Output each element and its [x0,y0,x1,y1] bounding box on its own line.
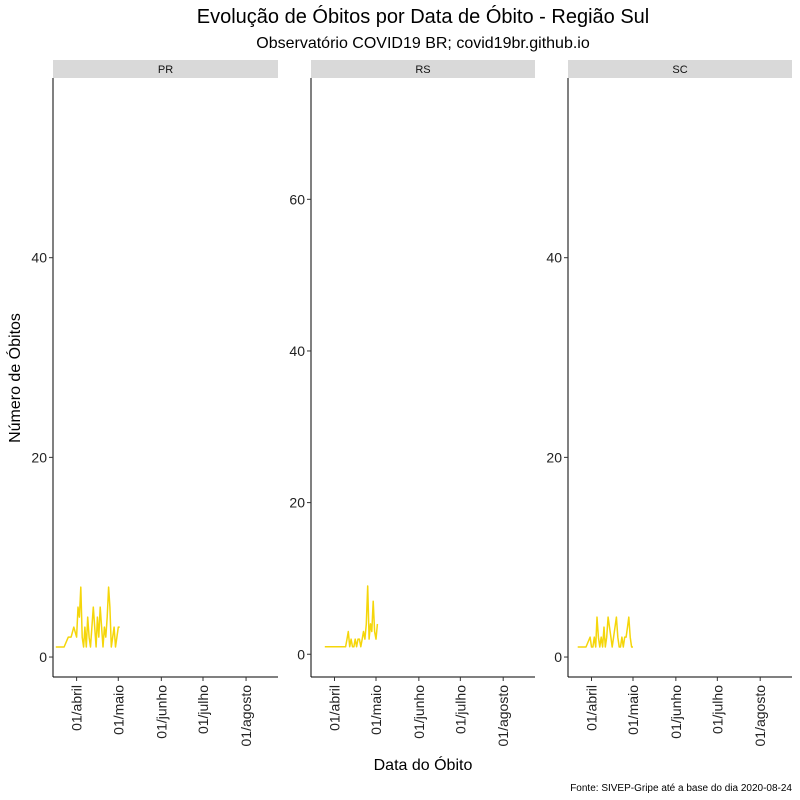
y-axis-label: Número de Óbitos [5,313,24,443]
series-line-rs [324,585,379,648]
x-tick-label-sc: 01/abril [584,685,600,731]
y-tick-label-sc: 20 [546,449,562,465]
x-tick-label-pr: 01/junho [153,685,169,739]
panel-pr: PR 0 20 40 01/abril 01/maio 01/junho 01/julho 01… [31,60,278,747]
panel-rs: RS 0 20 40 60 01/abril 01/maio 01/junho 01/julho… [289,60,535,747]
strip-pr [53,60,278,78]
x-tick-label-rs: 01/junho [411,685,427,739]
chart-title: Evolução de Óbitos por Data de Óbito - R… [197,5,649,28]
y-tick-label-pr: 0 [39,649,47,665]
strip-label-rs: RS [415,64,430,76]
x-tick-label-rs: 01/maio [368,685,384,735]
x-tick-label-pr: 01/julho [195,685,211,734]
y-tick-label-rs: 20 [289,495,305,511]
x-tick-label-pr: 01/abril [69,685,85,731]
x-tick-label-sc: 01/maio [625,685,641,735]
strip-label-pr: PR [158,64,173,76]
x-tick-label-rs: 01/agosto [495,685,511,747]
y-tick-label-pr: 20 [31,449,47,465]
strip-rs [311,60,535,78]
y-tick-label-sc: 40 [546,250,562,266]
chart-caption: Fonte: SIVEP-Gripe até a base do dia 202… [570,783,792,794]
panel-sc: SC 0 20 40 01/abril 01/maio 01/junho 01/julho 01… [546,60,792,747]
y-tick-label-rs: 0 [297,646,305,662]
y-tick-label-sc: 0 [554,649,562,665]
x-tick-label-sc: 01/junho [668,685,684,739]
series-line-sc [577,616,633,648]
strip-sc [568,60,792,78]
x-tick-label-pr: 01/maio [110,685,126,735]
y-tick-label-pr: 40 [31,250,47,266]
x-tick-label-rs: 01/julho [452,685,468,734]
y-tick-label-rs: 40 [289,343,305,359]
x-tick-label-pr: 01/agosto [238,685,254,747]
x-tick-label-sc: 01/julho [709,685,725,734]
chart-subtitle: Observatório COVID19 BR; covid19br.githu… [256,35,590,52]
panels: PR 0 20 40 01/abril 01/maio 01/junho 01/julho 01… [31,60,792,747]
x-tick-label-rs: 01/abril [327,685,343,731]
x-tick-label-sc: 01/agosto [752,685,768,747]
strip-label-sc: SC [672,64,687,76]
x-axis-label: Data do Óbito [374,755,473,774]
y-tick-label-rs: 60 [289,191,305,207]
series-line-pr [55,586,120,648]
